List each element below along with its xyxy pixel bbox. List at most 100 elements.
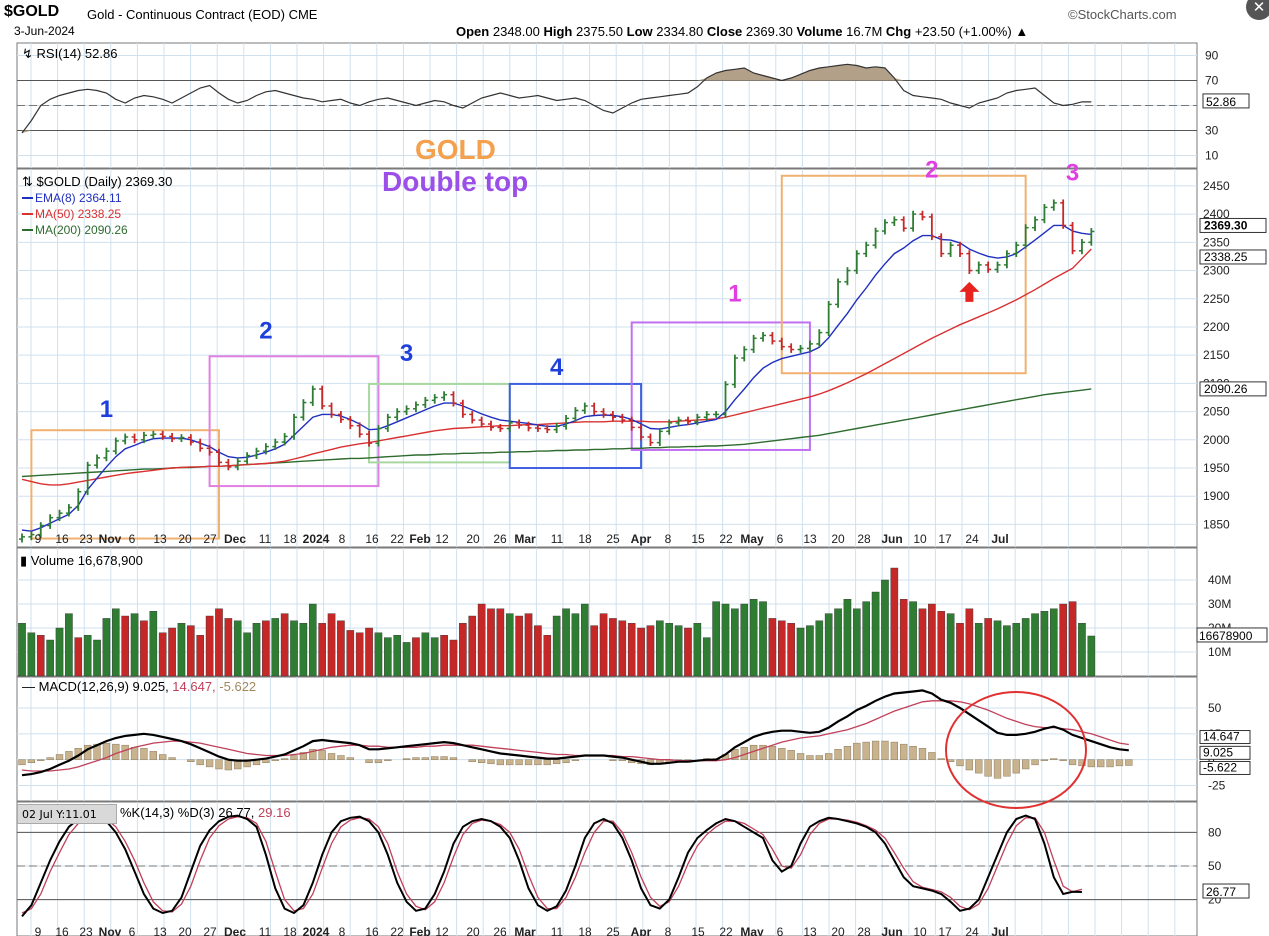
price-bar <box>844 267 851 286</box>
volume-bar <box>693 623 702 677</box>
volume-bar <box>355 632 364 677</box>
volume-bar <box>796 627 805 677</box>
volume-bar <box>562 608 570 677</box>
price-bar <box>206 444 213 456</box>
price-bar <box>816 329 823 348</box>
macd-value-box <box>1199 745 1251 760</box>
high-value: 2375.50 <box>576 24 623 39</box>
wave-label-4: 4 <box>550 354 564 381</box>
price-bar <box>525 421 532 432</box>
volume-bar <box>187 625 195 677</box>
macd-hist-bar <box>27 759 36 764</box>
price-bar <box>722 381 729 418</box>
volume-bar <box>27 632 36 677</box>
price-title: ⇅ $GOLD (Daily) 2369.30 <box>22 174 172 189</box>
macd-hist-bar <box>834 749 842 760</box>
volume-bar <box>36 635 45 677</box>
price-bar <box>215 448 222 466</box>
volume-bar <box>824 613 833 677</box>
price-value-box <box>1199 249 1267 265</box>
macd-hist-bar <box>327 753 336 760</box>
price-bar <box>441 391 448 401</box>
price-bar <box>225 458 232 471</box>
volume-bar <box>928 603 936 677</box>
macd-value-label-1: 14.647 <box>1203 730 1240 744</box>
price-bar <box>769 332 776 345</box>
volume-bar <box>440 635 448 677</box>
stoch-x-tick-label: 2024 <box>303 925 330 936</box>
volume-bar <box>18 623 26 677</box>
wave-label-5: 1 <box>728 281 741 308</box>
price-bar <box>835 278 842 308</box>
volume-bar <box>505 613 514 677</box>
volume-bar <box>93 639 101 677</box>
stoch-k-line <box>21 814 1082 918</box>
macd-y-tick-label: 50 <box>1208 701 1222 715</box>
legend-entry-1: EMA(8) 2364.11 <box>35 191 122 205</box>
macd-hist-bar <box>618 759 626 761</box>
volume-bar <box>1040 611 1049 677</box>
volume-bar <box>618 620 627 677</box>
volume-bar <box>684 627 692 677</box>
rsi-title: ↯ RSI(14) 52.86 <box>22 46 117 61</box>
volume-bar <box>1031 613 1039 677</box>
volume-bar <box>712 601 720 677</box>
macd-hist-bar <box>825 753 833 760</box>
macd-hist-bar <box>759 744 767 760</box>
stoch-x-tick-label: 22 <box>719 925 733 936</box>
price-bar <box>731 354 738 388</box>
macd-hist-bar <box>778 748 786 760</box>
legend-entry-3: MA(200) 2090.26 <box>35 223 128 237</box>
wave-label-2: 2 <box>259 317 272 344</box>
stoch-x-tick-label: 18 <box>283 925 297 936</box>
volume-bar <box>308 603 317 677</box>
price-bar <box>75 488 82 511</box>
volume-bar <box>974 623 983 677</box>
stoch-value-box <box>1202 883 1250 899</box>
close-label: Close <box>706 24 743 39</box>
price-bar <box>431 394 438 404</box>
price-x-tick-label: Jul <box>991 532 1008 546</box>
volume-bar <box>130 613 139 677</box>
macd-hist-bar <box>384 759 392 761</box>
price-bar <box>628 416 635 431</box>
macd-frame <box>16 676 1198 802</box>
close-icon[interactable]: ✕ <box>1246 0 1269 20</box>
volume-bar <box>1003 625 1011 677</box>
price-x-tick-label: 23 <box>79 532 93 546</box>
volume-bar <box>46 639 54 677</box>
macd-hist-bar <box>806 755 814 760</box>
macd-hist-bar <box>496 759 505 766</box>
macd-hist-bar <box>412 757 420 760</box>
price-bar <box>497 424 504 432</box>
volume-bar <box>759 601 767 677</box>
volume-bar <box>740 603 749 677</box>
volume-bar <box>393 635 402 677</box>
price-bar <box>1078 238 1085 255</box>
price-x-tick-label: 11 <box>551 532 564 546</box>
price-bar <box>169 433 176 443</box>
volume-bar <box>121 615 129 677</box>
wave-label-3: 3 <box>400 340 413 367</box>
volume-bar <box>571 613 580 677</box>
macd-hist-bar <box>1068 759 1077 766</box>
volume-bar <box>74 637 83 677</box>
price-value-box <box>1199 217 1267 233</box>
price-x-tick-label: Nov <box>99 532 122 546</box>
price-y-tick-label: 2350 <box>1203 235 1230 249</box>
macd-panel <box>16 676 1198 802</box>
stoch-y-tick-label: 80 <box>1208 825 1222 839</box>
volume-bar <box>412 637 420 677</box>
price-bar <box>975 261 982 274</box>
price-bar <box>140 431 147 444</box>
volume-bar <box>590 625 598 677</box>
stoch-x-tick-label: 17 <box>938 925 952 936</box>
price-y-tick-label: 2000 <box>1203 433 1230 447</box>
description: Gold - Continuous Contract (EOD) CME <box>87 7 318 22</box>
volume-bar <box>384 637 392 677</box>
macd-hist-bar <box>796 753 805 760</box>
price-y-tick-label: 2450 <box>1203 179 1230 193</box>
macd-hist-bar <box>890 741 898 760</box>
annotation-gold: GOLD <box>415 134 496 165</box>
stoch-x-tick-label: Jun <box>881 925 902 936</box>
